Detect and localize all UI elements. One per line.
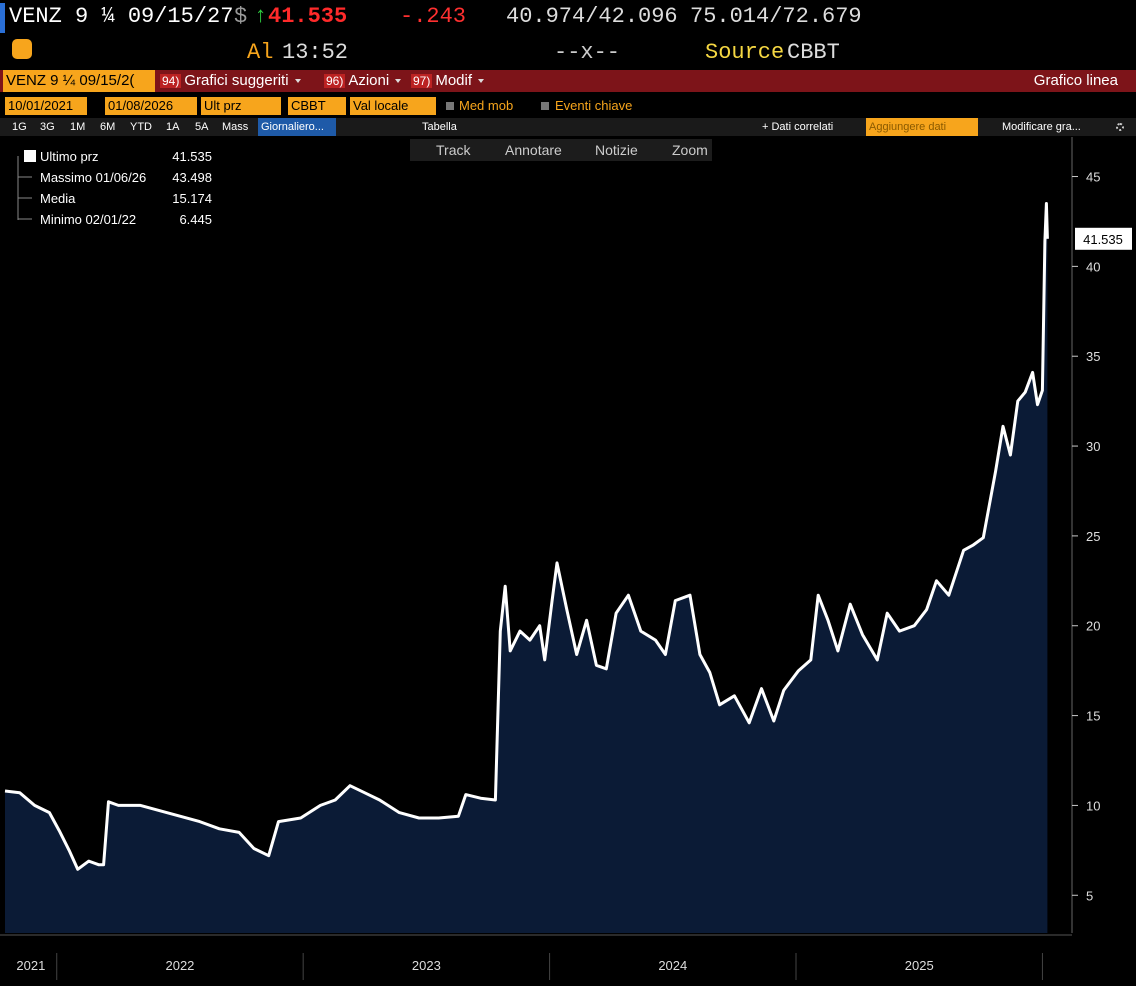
period-button[interactable]: 1A	[166, 121, 180, 133]
y-tick-label: 40	[1086, 259, 1100, 274]
legend-box	[5, 145, 217, 233]
currency-box[interactable]: Val locale	[350, 97, 436, 115]
add-data[interactable]: Aggiungere dati	[866, 118, 978, 136]
tool[interactable]: Notizie	[595, 142, 638, 158]
legend-swatch	[24, 150, 36, 162]
menu-item[interactable]: 94) Grafici suggeriti	[160, 70, 301, 92]
legend-value: 6.445	[179, 212, 212, 227]
y-tick-label: 35	[1086, 349, 1100, 364]
price-area	[5, 203, 1048, 933]
view-name: Grafico linea	[1033, 72, 1118, 89]
source: CBBT	[787, 40, 840, 65]
at-label: Al	[247, 40, 274, 65]
x-tick-label: 2023	[412, 958, 441, 973]
focus-marker	[0, 3, 5, 33]
menu-label: Grafici suggeriti	[184, 72, 289, 89]
legend-label: Media	[40, 191, 76, 206]
period-button[interactable]: YTD	[130, 121, 152, 133]
table-button[interactable]: Tabella	[422, 121, 457, 133]
y-tick-label: 30	[1086, 439, 1100, 454]
source-box[interactable]: CBBT	[288, 97, 346, 115]
x-tick-label: 2021	[16, 958, 45, 973]
tool[interactable]: Annotare	[505, 142, 562, 158]
source-label: Source	[705, 40, 785, 65]
legend-value: 41.535	[172, 149, 212, 164]
price-line	[4, 202, 1049, 871]
legend-value: 15.174	[172, 191, 212, 206]
end-date[interactable]: 01/08/2026	[105, 97, 197, 115]
last-value-label: 41.535	[1083, 232, 1123, 247]
menu-label: Azioni	[348, 72, 390, 89]
related-data[interactable]: + Dati correlati	[762, 121, 834, 133]
y-tick-label: 5	[1086, 888, 1093, 903]
menu-bar	[0, 70, 1136, 92]
y-tick-label: 15	[1086, 709, 1100, 724]
x-tick-label: 2022	[165, 958, 194, 973]
period-button[interactable]: 5A	[195, 121, 209, 133]
menu-item[interactable]: 96) Azioni	[324, 70, 402, 92]
price: 41.535	[268, 4, 348, 29]
legend-label: Ultimo prz	[40, 149, 99, 164]
y-tick-label: 20	[1086, 619, 1100, 634]
y-tick-label: 45	[1086, 170, 1100, 185]
menu-number: 96)	[324, 74, 346, 88]
period-button[interactable]: 6M	[100, 121, 116, 133]
frequency[interactable]: Giornaliero...	[258, 118, 336, 136]
settings-icon[interactable]	[1116, 123, 1124, 131]
currency: $	[234, 4, 248, 29]
y-tick-label: 10	[1086, 798, 1100, 813]
x-axis-band	[0, 935, 1136, 986]
legend-label: Minimo 02/01/22	[40, 212, 136, 227]
start-date[interactable]: 10/01/2021	[5, 97, 87, 115]
up-arrow: ↑	[254, 4, 268, 29]
menu-number: 94)	[160, 74, 182, 88]
ticker: VENZ 9 ¼ 09/15/27	[9, 4, 234, 29]
period-button[interactable]: Mass	[222, 121, 249, 133]
checkbox[interactable]	[446, 102, 454, 110]
yield: 75.014/72.679	[690, 4, 862, 29]
menu-label: Modif	[435, 72, 473, 89]
checkbox[interactable]	[541, 102, 549, 110]
legend-label: Massimo 01/06/26	[40, 170, 146, 185]
edit-chart[interactable]: Modificare gra...	[1002, 121, 1081, 133]
moving-avg[interactable]: Med mob	[459, 98, 514, 113]
key-events[interactable]: Eventi chiave	[555, 98, 633, 113]
time: 13:52	[282, 40, 349, 65]
bid-ask: 40.974/42.096	[506, 4, 678, 29]
x-tick-label: 2024	[658, 958, 687, 973]
tool[interactable]: Zoom	[672, 142, 708, 158]
period-button[interactable]: 1M	[70, 121, 86, 133]
security-box[interactable]: VENZ 9 ¼ 09/15/2(	[3, 70, 155, 92]
menu-item[interactable]: 97) Modif	[411, 70, 485, 92]
y-tick-label: 25	[1086, 529, 1100, 544]
period-button[interactable]: 1G	[12, 121, 27, 133]
change: -.243	[400, 4, 467, 29]
x-tick-label: 2025	[905, 958, 934, 973]
field[interactable]: Ult prz	[201, 97, 281, 115]
menu-number: 97)	[411, 74, 433, 88]
tool[interactable]: Track	[436, 142, 471, 158]
last-value-box	[1075, 227, 1132, 250]
legend-value: 43.498	[172, 170, 212, 185]
period-button[interactable]: 3G	[40, 121, 55, 133]
monitor-icon[interactable]	[12, 39, 32, 59]
chart-tools	[410, 139, 712, 161]
size: --x--	[554, 40, 621, 65]
